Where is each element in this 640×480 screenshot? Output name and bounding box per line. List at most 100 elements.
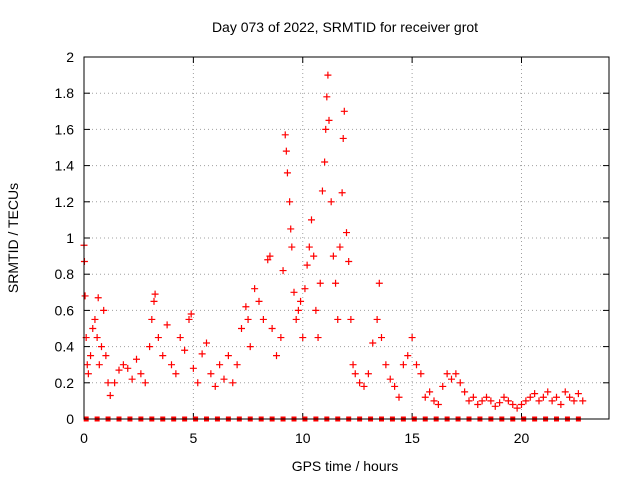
data-point-plus	[277, 334, 285, 342]
data-point-plus	[557, 401, 565, 409]
data-point-plus	[301, 285, 309, 293]
data-point-plus	[386, 375, 394, 383]
data-point-plus	[526, 393, 534, 401]
data-point-plus	[417, 370, 425, 378]
y-tick-label: 2	[66, 49, 74, 65]
data-point-plus	[487, 397, 495, 405]
data-point-plus	[185, 315, 193, 323]
data-point-plus	[314, 334, 322, 342]
y-tick-label: 1	[66, 230, 74, 246]
data-point-plus	[220, 375, 228, 383]
data-point-plus	[478, 397, 486, 405]
data-point-plus	[439, 382, 447, 390]
data-point-plus	[465, 397, 473, 405]
data-point-plus	[150, 297, 158, 305]
data-point-plus	[87, 352, 95, 360]
data-point-plus	[229, 379, 237, 387]
data-point-plus	[327, 198, 335, 206]
plot-border	[83, 56, 610, 420]
y-tick-label: 1.6	[55, 121, 75, 137]
data-point-plus	[154, 334, 162, 342]
data-point-plus	[172, 370, 180, 378]
data-point-plus	[336, 243, 344, 251]
data-point-plus	[404, 352, 412, 360]
data-point-plus	[491, 402, 499, 410]
x-tick-label: 10	[295, 430, 311, 446]
data-point-plus	[324, 71, 332, 79]
data-point-plus	[305, 243, 313, 251]
data-point-plus	[553, 393, 560, 401]
data-point-plus	[91, 315, 99, 323]
data-point-plus	[83, 361, 91, 369]
data-point-plus	[242, 303, 250, 311]
chart-title: Day 073 of 2022, SRMTID for receiver gro…	[212, 19, 478, 35]
data-point-plus	[102, 352, 110, 360]
data-point-plus	[351, 370, 359, 378]
data-point-plus	[187, 310, 195, 318]
data-point-plus	[461, 388, 469, 396]
data-point-plus	[203, 339, 210, 347]
data-point-plus	[246, 343, 254, 351]
data-point-plus	[382, 361, 390, 369]
data-point-plus	[98, 343, 105, 351]
data-point-plus	[349, 361, 357, 369]
data-point-plus	[570, 397, 578, 405]
data-point-plus	[399, 361, 407, 369]
data-point-plus	[426, 388, 434, 396]
data-point-plus	[369, 339, 377, 347]
data-point-plus	[338, 189, 346, 197]
data-point-plus	[312, 306, 320, 314]
data-point-plus	[364, 370, 372, 378]
data-point-plus	[124, 364, 132, 372]
data-point-plus	[216, 361, 224, 369]
data-point-plus	[224, 352, 232, 360]
data-point-plus	[89, 325, 97, 332]
data-point-plus	[128, 375, 136, 383]
data-point-plus	[279, 267, 287, 275]
data-point-plus	[255, 297, 263, 305]
data-point-plus	[238, 325, 245, 332]
data-point-plus	[141, 379, 149, 387]
data-point-plus	[539, 393, 547, 401]
grid-lines	[84, 57, 609, 419]
data-point-plus	[448, 375, 455, 383]
data-point-plus	[483, 393, 490, 401]
data-point-plus	[286, 198, 294, 206]
data-point-plus	[474, 401, 482, 409]
y-tick-label: 0.4	[55, 339, 75, 355]
y-tick-label: 1.2	[55, 194, 75, 210]
data-point-plus	[544, 388, 552, 396]
data-point-plus	[163, 321, 171, 329]
y-tick-label: 0.2	[55, 375, 75, 391]
data-point-plus	[522, 397, 530, 405]
y-tick-label: 0	[66, 411, 74, 427]
data-point-plus	[340, 107, 348, 115]
data-point-plus	[266, 252, 274, 260]
data-point-plus	[268, 325, 276, 332]
x-tick-labels: 0 5 10 15 20	[80, 430, 529, 446]
data-point-plus	[251, 285, 259, 293]
data-point-plus	[535, 397, 543, 405]
data-point-plus	[469, 393, 477, 401]
data-point-plus	[290, 288, 298, 296]
data-point-plus	[297, 297, 305, 305]
data-point-plus	[233, 361, 241, 369]
data-point-plus	[356, 379, 364, 387]
data-point-plus	[244, 315, 252, 323]
data-point-plus	[81, 292, 89, 300]
data-point-plus	[176, 334, 184, 342]
data-point-plus	[443, 370, 451, 378]
data-point-plus	[334, 315, 342, 323]
y-tick-label: 1.4	[55, 158, 75, 174]
data-point-plus	[347, 315, 355, 323]
data-point-plus	[84, 370, 92, 378]
data-point-plus	[198, 350, 206, 358]
data-point-plus	[548, 397, 556, 405]
data-point-plus	[95, 361, 103, 369]
data-point-plus	[321, 158, 329, 166]
data-point-plus	[509, 401, 517, 409]
x-axis-label: GPS time / hours	[292, 458, 399, 474]
data-point-plus	[430, 397, 438, 405]
